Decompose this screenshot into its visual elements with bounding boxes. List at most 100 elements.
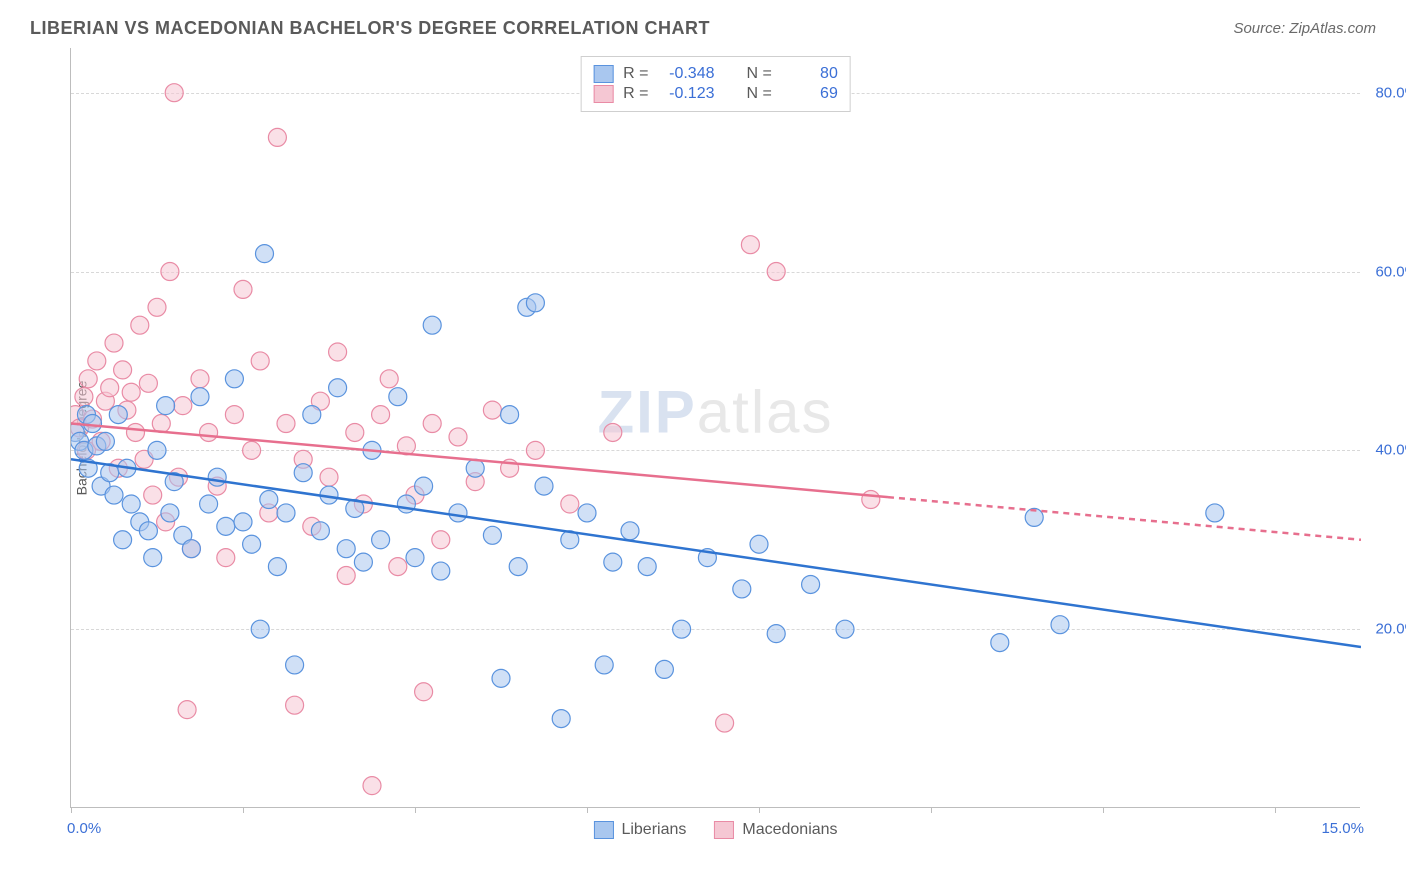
data-point — [114, 531, 132, 549]
scatter-svg — [71, 48, 1361, 808]
data-point — [372, 406, 390, 424]
data-point — [161, 504, 179, 522]
data-point — [423, 316, 441, 334]
data-point — [363, 777, 381, 795]
data-point — [144, 486, 162, 504]
data-point — [251, 620, 269, 638]
data-point — [329, 379, 347, 397]
data-point — [466, 459, 484, 477]
data-point — [234, 280, 252, 298]
data-point — [286, 696, 304, 714]
series-legend: Liberians Macedonians — [593, 821, 837, 839]
y-tick-label: 80.0% — [1375, 84, 1406, 101]
data-point — [492, 669, 510, 687]
data-point — [75, 388, 93, 406]
r-label: R = — [623, 85, 648, 103]
data-point — [268, 128, 286, 146]
data-point — [122, 383, 140, 401]
data-point — [256, 245, 274, 263]
data-point — [354, 553, 372, 571]
data-point — [225, 406, 243, 424]
data-point — [535, 477, 553, 495]
data-point — [131, 316, 149, 334]
data-point — [406, 549, 424, 567]
swatch-macedonians-icon — [714, 821, 734, 839]
data-point — [578, 504, 596, 522]
data-point — [337, 567, 355, 585]
data-point — [733, 580, 751, 598]
data-point — [655, 660, 673, 678]
n-value-liberians: 80 — [782, 65, 838, 83]
data-point — [191, 370, 209, 388]
r-label: R = — [623, 65, 648, 83]
data-point — [561, 495, 579, 513]
data-point — [191, 388, 209, 406]
data-point — [483, 526, 501, 544]
chart-header: LIBERIAN VS MACEDONIAN BACHELOR'S DEGREE… — [30, 18, 1376, 39]
data-point — [208, 468, 226, 486]
data-point — [552, 710, 570, 728]
data-point — [243, 535, 261, 553]
data-point — [862, 491, 880, 509]
data-point — [423, 415, 441, 433]
data-point — [277, 504, 295, 522]
data-point — [432, 531, 450, 549]
data-point — [449, 428, 467, 446]
data-point — [638, 558, 656, 576]
legend-label-liberians: Liberians — [621, 821, 686, 839]
data-point — [303, 406, 321, 424]
data-point — [526, 441, 544, 459]
data-point — [178, 701, 196, 719]
data-point — [380, 370, 398, 388]
data-point — [139, 522, 157, 540]
data-point — [200, 423, 218, 441]
data-point — [127, 423, 145, 441]
data-point — [320, 468, 338, 486]
data-point — [389, 558, 407, 576]
data-point — [152, 415, 170, 433]
data-point — [604, 553, 622, 571]
n-label: N = — [747, 85, 772, 103]
data-point — [148, 298, 166, 316]
data-point — [604, 423, 622, 441]
source-label: Source: ZipAtlas.com — [1233, 20, 1376, 37]
data-point — [225, 370, 243, 388]
data-point — [372, 531, 390, 549]
data-point — [526, 294, 544, 312]
data-point — [200, 495, 218, 513]
data-point — [148, 441, 166, 459]
data-point — [389, 388, 407, 406]
data-point — [114, 361, 132, 379]
plot-wrap: Bachelor's Degree ZIPatlas R = -0.348 N … — [60, 48, 1370, 828]
data-point — [161, 263, 179, 281]
data-point — [268, 558, 286, 576]
data-point — [509, 558, 527, 576]
data-point — [139, 374, 157, 392]
y-tick-label: 60.0% — [1375, 263, 1406, 280]
data-point — [991, 634, 1009, 652]
data-point — [716, 714, 734, 732]
trend-line — [888, 497, 1361, 540]
data-point — [836, 620, 854, 638]
data-point — [346, 423, 364, 441]
data-point — [217, 549, 235, 567]
data-point — [1051, 616, 1069, 634]
swatch-liberians-icon — [593, 821, 613, 839]
legend-item-macedonians: Macedonians — [714, 821, 837, 839]
data-point — [88, 352, 106, 370]
data-point — [329, 343, 347, 361]
data-point — [101, 379, 119, 397]
data-point — [294, 464, 312, 482]
data-point — [165, 84, 183, 102]
swatch-macedonians-icon — [593, 85, 613, 103]
data-point — [84, 415, 102, 433]
data-point — [595, 656, 613, 674]
data-point — [174, 397, 192, 415]
data-point — [415, 683, 433, 701]
data-point — [144, 549, 162, 567]
correlation-legend: R = -0.348 N = 80 R = -0.123 N = 69 — [580, 56, 851, 112]
data-point — [311, 522, 329, 540]
data-point — [105, 486, 123, 504]
data-point — [432, 562, 450, 580]
y-tick-label: 40.0% — [1375, 442, 1406, 459]
